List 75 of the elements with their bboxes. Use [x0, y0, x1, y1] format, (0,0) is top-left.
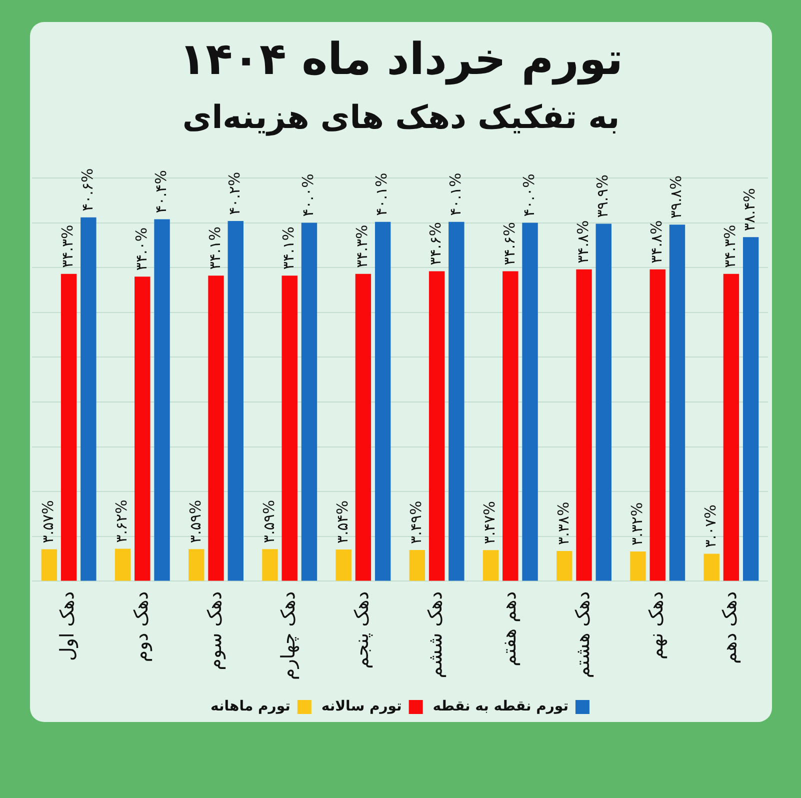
data-label: ۳.۳۲% — [628, 502, 646, 546]
bar — [301, 222, 318, 581]
data-label: ۴۰.۰% — [299, 174, 318, 217]
bar — [556, 550, 572, 581]
x-tick-label: دهک ششم — [424, 591, 447, 678]
bar — [208, 276, 224, 581]
bar — [41, 549, 58, 581]
legend-label: تورم نقطه به نقطه — [432, 698, 568, 715]
data-label: ۳.۵۹% — [186, 500, 204, 544]
bar — [522, 222, 538, 581]
bar — [409, 550, 426, 581]
data-label: ۴۰.۲% — [226, 172, 244, 216]
data-label: ۳.۵۷% — [39, 500, 58, 544]
x-tick-label: دهک هشتم — [572, 591, 594, 678]
bar — [282, 276, 298, 581]
bar — [650, 269, 666, 581]
bar — [336, 550, 352, 581]
x-tick-label: دهک سوم — [204, 591, 226, 670]
data-label: ۳.۵۹% — [260, 500, 278, 544]
bar — [576, 269, 592, 581]
data-label: ۴۰.۴% — [152, 170, 170, 214]
x-tick-label: دهک پنجم — [351, 591, 374, 669]
data-label: ۴۰.۶% — [78, 168, 96, 212]
data-label: ۳.۰۷% — [701, 504, 720, 548]
data-label: ۳۹.۹% — [594, 174, 612, 218]
data-label: ۳۴.۸% — [574, 220, 592, 264]
data-label: ۳۹.۸% — [667, 175, 686, 219]
chart-title: تورم خرداد ماه ۱۴۰۴ — [178, 34, 624, 86]
x-tick-label: دهک چهارم — [278, 591, 300, 680]
legend-label: تورم سالانه — [321, 698, 402, 715]
bar — [742, 237, 759, 581]
data-label: ۳.۴۹% — [407, 500, 426, 544]
data-label: ۳۴.۶% — [426, 222, 445, 266]
data-label: ۳۴.۳% — [58, 224, 77, 268]
x-tick-label: دهک دوم — [130, 591, 152, 662]
bar — [228, 221, 244, 581]
x-tick-label: دهک دهم — [719, 591, 742, 664]
bar — [502, 271, 518, 581]
bar — [448, 222, 464, 581]
bar — [188, 549, 204, 581]
data-label: ۳.۳۸% — [554, 502, 572, 545]
data-label: ۴۰.۱% — [372, 172, 391, 216]
bar — [428, 271, 445, 581]
data-label: ۳۴.۳% — [353, 224, 372, 268]
data-label: ۳۴.۰% — [132, 227, 150, 271]
bar — [60, 274, 77, 581]
bar — [154, 219, 170, 581]
data-label: ۴۰.۰% — [520, 174, 538, 217]
x-tick-label: دهک اول — [56, 591, 79, 662]
x-tick-label: دهک نهم — [646, 591, 668, 660]
data-label: ۳۴.۶% — [500, 222, 518, 266]
chart-subtitle: به تفکیک دهک های هزینه‌ای — [181, 97, 621, 138]
bar — [630, 551, 646, 581]
bar — [704, 554, 720, 581]
bar — [723, 274, 740, 581]
bar — [262, 549, 278, 581]
data-label: ۳۴.۱% — [279, 226, 298, 270]
data-label: ۳۴.۸% — [647, 220, 666, 264]
data-label: ۳.۶۲% — [112, 500, 131, 543]
bar — [114, 548, 131, 581]
bar — [374, 222, 391, 581]
data-label: ۳۴.۱% — [206, 226, 224, 270]
bar — [355, 274, 372, 581]
x-tick-label: دهم هفتم — [498, 591, 520, 666]
data-label: ۴۰.۱% — [446, 172, 464, 216]
data-label: ۳.۵۴% — [333, 500, 352, 544]
bar — [80, 217, 96, 581]
legend-label: تورم ماهانه — [210, 698, 290, 715]
bar — [482, 550, 499, 581]
data-label: ۳.۴۷% — [480, 500, 499, 544]
bar — [596, 224, 612, 581]
bar — [669, 224, 686, 581]
bar — [134, 276, 150, 581]
data-label: ۳۸.۴% — [740, 188, 759, 232]
data-label: ۳۴.۳% — [721, 224, 740, 268]
